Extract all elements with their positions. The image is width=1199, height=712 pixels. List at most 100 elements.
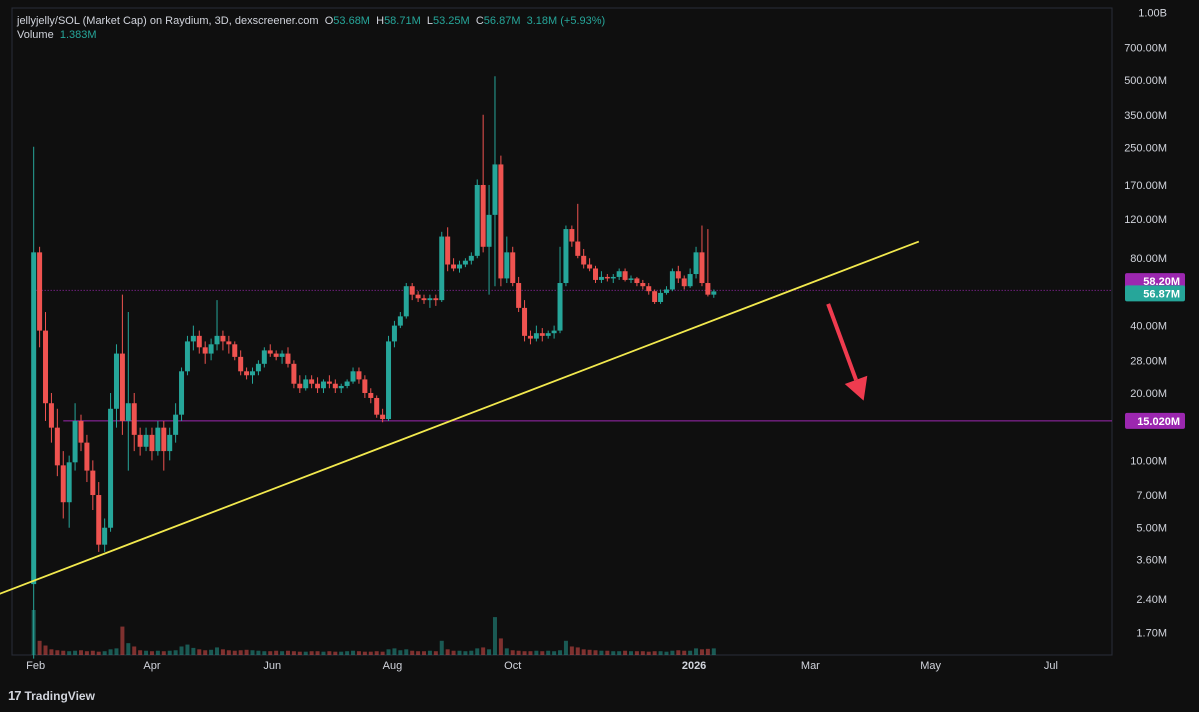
x-tick-label: Jun <box>263 660 281 672</box>
volume-bar <box>463 651 468 655</box>
candle-body <box>622 271 628 280</box>
volume-bar <box>646 651 651 655</box>
volume-bar <box>102 651 107 655</box>
volume-bar <box>321 651 326 655</box>
candle-body <box>90 470 96 496</box>
volume-bar <box>558 650 563 655</box>
candle-body <box>386 341 392 420</box>
volume-bar <box>617 651 622 655</box>
candle-body <box>214 335 220 345</box>
candle-body <box>616 271 622 277</box>
x-tick-label: Jul <box>1044 660 1058 672</box>
volume-bar <box>339 651 344 655</box>
volume-bar <box>232 650 237 655</box>
candle-body <box>285 353 291 364</box>
down-arrow-head <box>844 375 868 401</box>
candle-body <box>522 307 528 336</box>
candle-body <box>675 271 681 279</box>
volume-bar <box>203 650 208 655</box>
candle-body <box>415 294 421 299</box>
candle-body <box>54 427 60 466</box>
volume-bar <box>244 649 249 655</box>
y-tick-label: 500.00M <box>1124 75 1167 87</box>
volume-bar <box>285 650 290 655</box>
candle-body <box>267 350 273 354</box>
candle-body <box>681 278 687 287</box>
volume-bar <box>78 650 83 655</box>
volume-bar <box>670 650 675 655</box>
candle-body <box>516 283 522 308</box>
volume-bar <box>611 651 616 655</box>
volume-bar <box>315 651 320 655</box>
x-tick-label: Oct <box>504 660 521 672</box>
candle-body <box>255 363 261 372</box>
candle-body <box>711 291 717 295</box>
candle-body <box>652 291 658 303</box>
volume-bar <box>688 650 693 655</box>
tradingview-brand[interactable]: 17 TradingView <box>8 688 95 703</box>
candle-body <box>102 527 108 545</box>
volume-bar <box>492 617 497 655</box>
candle-body <box>557 283 563 331</box>
change-value: 3.18M (+5.93%) <box>526 15 606 27</box>
volume-bar <box>640 651 645 655</box>
volume-bar <box>469 650 474 655</box>
volume-bar <box>416 651 421 655</box>
x-tick-label: Apr <box>143 660 160 672</box>
brand-name: TradingView <box>24 688 95 703</box>
volume-bar <box>345 651 350 655</box>
candle-body <box>356 371 362 380</box>
candle-body <box>498 164 504 279</box>
candle-body <box>445 236 451 265</box>
candles <box>31 76 717 659</box>
volume-bar <box>682 650 687 655</box>
candle-body <box>338 385 344 389</box>
volume-bar <box>303 651 308 655</box>
volume-bar <box>351 650 356 655</box>
candle-body <box>220 335 226 342</box>
volume-bar <box>575 647 580 655</box>
candle-body <box>593 268 599 280</box>
y-tick-label: 1.00B <box>1138 8 1167 20</box>
volume-bar <box>55 650 60 655</box>
x-tick-label: 2026 <box>682 660 706 672</box>
volume-bar <box>510 650 515 655</box>
volume-bar <box>563 640 568 655</box>
candle-body <box>48 403 54 428</box>
y-tick-label: 28.00M <box>1130 355 1167 367</box>
volume-bar <box>90 650 95 655</box>
volume-bar <box>528 651 533 655</box>
volume-bar <box>167 650 172 655</box>
volume-bar <box>226 650 231 655</box>
candle-body <box>604 276 610 279</box>
candle-body <box>640 283 646 287</box>
candle-body <box>326 381 332 384</box>
volume-bar <box>161 651 166 655</box>
candle-body <box>598 276 604 280</box>
volume-bar <box>433 651 438 655</box>
y-tick-label: 170.00M <box>1124 180 1167 192</box>
candle-body <box>403 286 409 317</box>
volume-bar <box>634 651 639 655</box>
volume-bar <box>333 651 338 655</box>
candle-body <box>374 397 380 415</box>
low-value: 53.25M <box>433 15 470 27</box>
volume-bar <box>504 648 509 655</box>
price-tag-box <box>1125 273 1185 290</box>
volume-bar <box>126 643 131 655</box>
volume-bar <box>581 649 586 655</box>
volume-bar <box>197 649 202 655</box>
candle-body <box>474 184 480 256</box>
volume-bar <box>522 651 527 655</box>
candle-body <box>273 353 279 357</box>
candle-body <box>208 344 214 354</box>
volume-bar <box>552 651 557 655</box>
volume-bar <box>699 649 704 655</box>
candle-body <box>202 347 208 354</box>
candle-body <box>238 356 244 372</box>
candle-body <box>658 292 664 302</box>
candle-body <box>66 462 72 503</box>
